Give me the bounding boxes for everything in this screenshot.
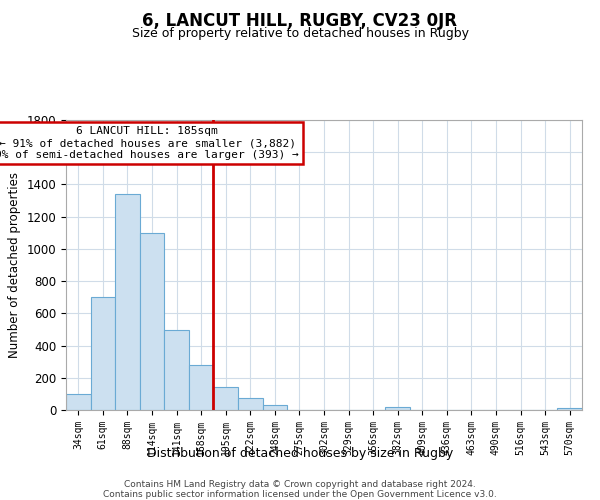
Text: Distribution of detached houses by size in Rugby: Distribution of detached houses by size …	[147, 448, 453, 460]
Bar	[164, 330, 189, 410]
Bar	[557, 408, 582, 410]
Bar	[238, 398, 263, 410]
Bar	[263, 405, 287, 410]
Text: Contains HM Land Registry data © Crown copyright and database right 2024.: Contains HM Land Registry data © Crown c…	[124, 480, 476, 489]
Bar	[385, 407, 410, 410]
Text: 6 LANCUT HILL: 185sqm
← 91% of detached houses are smaller (3,882)
9% of semi-de: 6 LANCUT HILL: 185sqm ← 91% of detached …	[0, 126, 299, 160]
Text: Size of property relative to detached houses in Rugby: Size of property relative to detached ho…	[131, 28, 469, 40]
Bar	[115, 194, 140, 410]
Bar	[91, 297, 115, 410]
Y-axis label: Number of detached properties: Number of detached properties	[8, 172, 21, 358]
Text: Contains public sector information licensed under the Open Government Licence v3: Contains public sector information licen…	[103, 490, 497, 499]
Bar	[140, 233, 164, 410]
Text: 6, LANCUT HILL, RUGBY, CV23 0JR: 6, LANCUT HILL, RUGBY, CV23 0JR	[143, 12, 458, 30]
Bar	[66, 394, 91, 410]
Bar	[214, 388, 238, 410]
Bar	[189, 365, 214, 410]
